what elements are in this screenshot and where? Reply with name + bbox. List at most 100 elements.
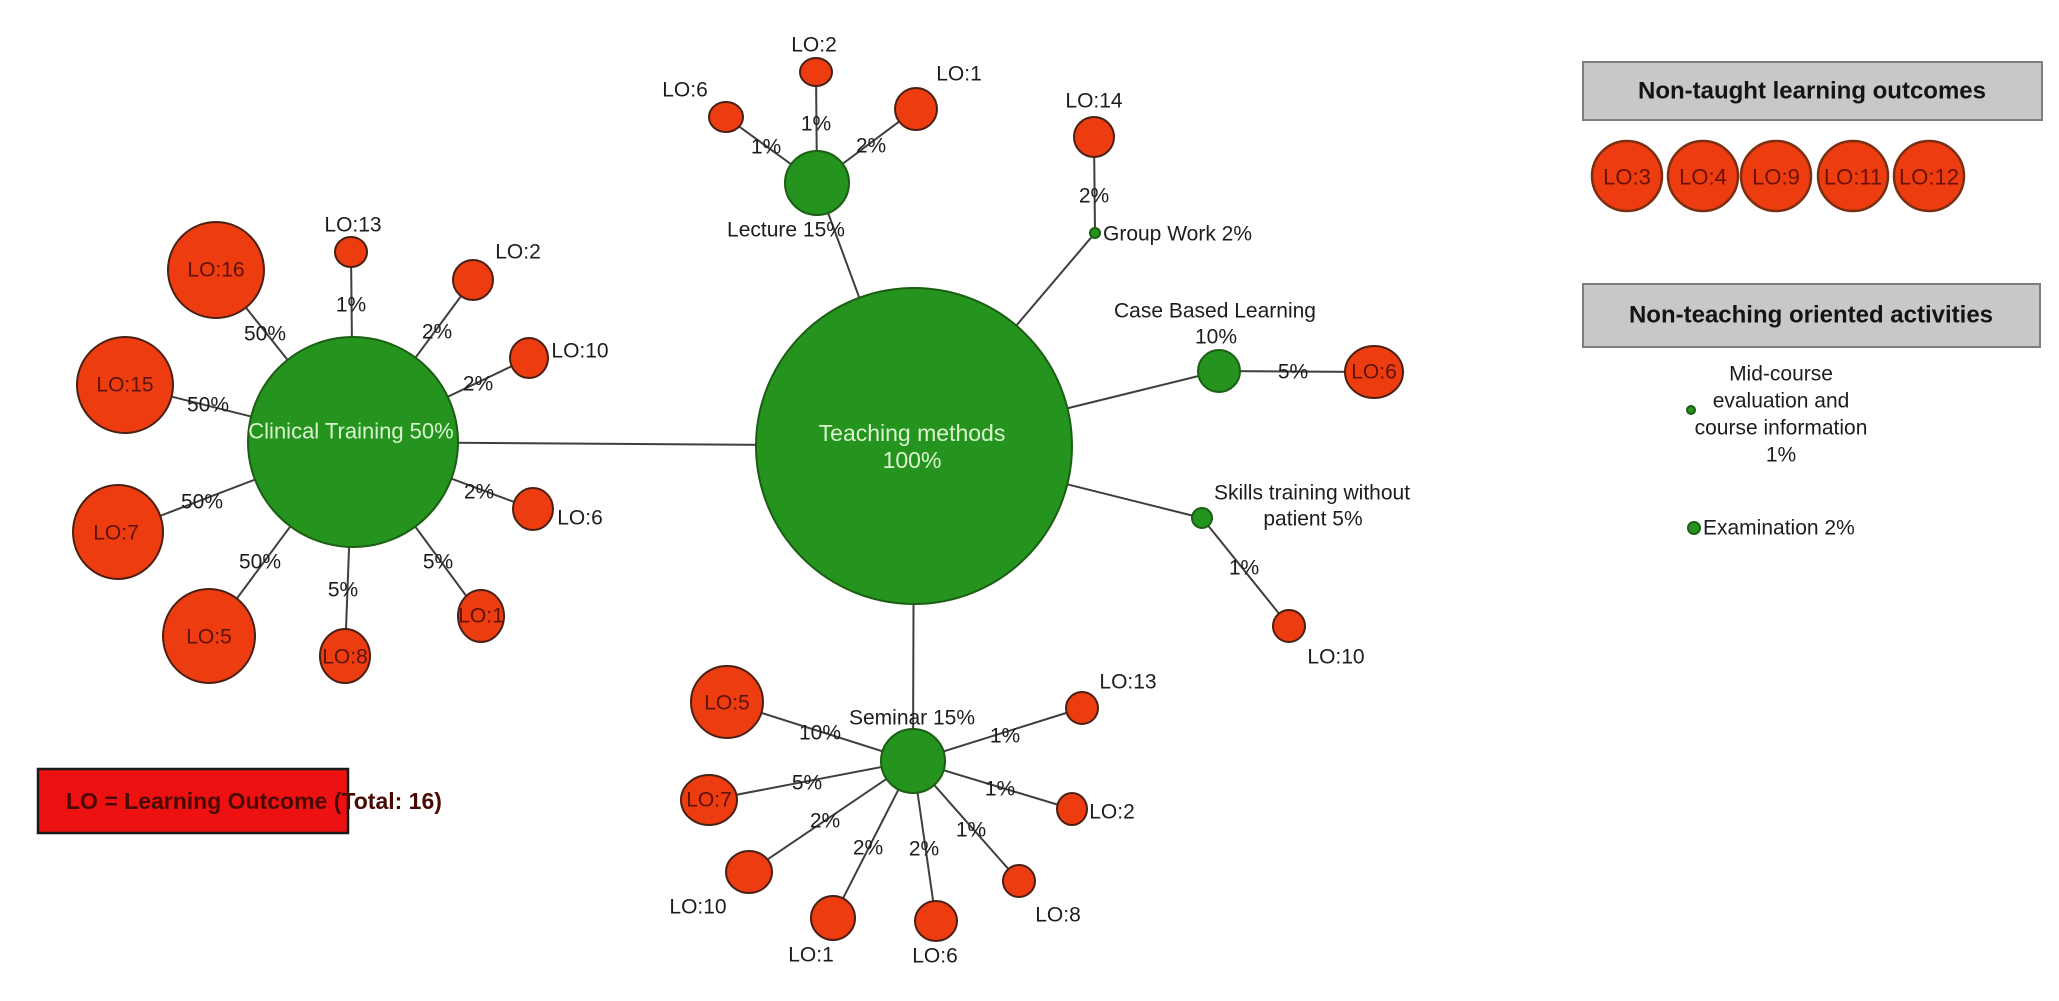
lecture-label: Lecture 15% <box>727 219 845 242</box>
legend: LO = Learning Outcome (Total: 16) <box>36 767 442 835</box>
node-labels: Teaching methods 100% Clinical Training … <box>248 219 1410 730</box>
lecture-lo1-pct: 2% <box>856 135 886 158</box>
node-seminar-lo5 <box>690 665 764 739</box>
node-case-based-learning <box>1197 349 1241 393</box>
seminar-lo5-label: LO:5 <box>704 692 750 715</box>
clinical-lo1-pct: 5% <box>423 551 453 574</box>
nontaught-lo9-label: LO:9 <box>1752 165 1800 190</box>
clinical-training-label: Clinical Training 50% <box>248 419 453 444</box>
node-groupwork-lo14 <box>1073 116 1115 158</box>
node-seminar-lo13 <box>1065 691 1099 725</box>
node-clinical-lo13 <box>334 236 368 268</box>
clinical-lo2-pct: 2% <box>422 321 452 344</box>
clinical-lo6-label: LO:6 <box>557 507 603 530</box>
clinical-lo16-label: LO:16 <box>187 259 244 282</box>
casebased-lo6-pct: 5% <box>1278 361 1308 384</box>
node-clinical-lo15 <box>76 336 174 434</box>
node-nontaught-lo3 <box>1590 139 1664 213</box>
groupwork-lo14-pct: 2% <box>1079 185 1109 208</box>
clinical-lo8-pct: 5% <box>328 579 358 602</box>
seminar-outcome-labels: LO:5 LO:7 LO:10 LO:1 LO:6 LO:8 LO:2 LO:1… <box>669 671 1156 968</box>
node-nontaught-lo4 <box>1666 139 1740 213</box>
non-teaching-header-box <box>1582 283 2041 348</box>
nontaught-lo11-label: LO:11 <box>1824 165 1882 190</box>
lecture-lo6-pct: 1% <box>751 136 781 159</box>
skills-label-line1: Skills training without <box>1214 482 1410 505</box>
clinical-lo6-pct: 2% <box>464 481 494 504</box>
node-group-work-dot <box>1089 227 1101 239</box>
seminar-label: Seminar 15% <box>849 707 975 730</box>
node-examination-dot <box>1687 521 1701 535</box>
clinical-lo1-label: LO:1 <box>458 605 504 628</box>
midcourse-label-line3: course information <box>1695 417 1868 440</box>
clinical-lo13-pct: 1% <box>336 294 366 317</box>
case-based-pct: 10% <box>1195 326 1237 349</box>
seminar-lo1-label: LO:1 <box>788 944 834 967</box>
clinical-outcome-labels: LO:16 LO:13 LO:2 LO:10 LO:6 LO:1 LO:8 LO… <box>93 214 608 669</box>
node-nontaught-lo11 <box>1816 139 1890 213</box>
seminar-lo7-pct: 5% <box>792 772 822 795</box>
examination-label: Examination 2% <box>1703 517 1855 540</box>
seminar-lo8-label: LO:8 <box>1035 904 1081 927</box>
edge-seminar-lo7 <box>708 760 914 801</box>
nontaught-lo3-label: LO:3 <box>1603 165 1651 190</box>
node-clinical-lo1 <box>457 589 505 643</box>
node-seminar-lo7 <box>680 774 738 826</box>
seminar-lo10-label: LO:10 <box>669 896 726 919</box>
seminar-lo8-pct: 1% <box>956 819 986 842</box>
skills-lo10-pct: 1% <box>1229 557 1259 580</box>
node-lecture <box>784 150 850 216</box>
node-seminar-lo6 <box>914 900 958 942</box>
seminar-lo13-label: LO:13 <box>1099 671 1156 694</box>
seminar-lo2-label: LO:2 <box>1089 801 1135 824</box>
node-clinical-training <box>247 336 459 548</box>
clinical-lo15-label: LO:15 <box>96 374 153 397</box>
node-skills-lo10 <box>1272 609 1306 643</box>
group-work-label: Group Work 2% <box>1103 223 1252 246</box>
seminar-lo6-label: LO:6 <box>912 945 958 968</box>
clinical-lo7-pct: 50% <box>181 491 223 514</box>
legend-box <box>36 767 350 835</box>
teaching-methods-label: Teaching methods <box>819 420 1006 446</box>
non-taught-header-title: Non-taught learning outcomes <box>1638 78 1986 105</box>
nontaught-lo4-label: LO:4 <box>1679 165 1727 190</box>
right-panel: Non-taught learning outcomes LO:3 LO:4 L… <box>1582 61 2043 540</box>
clinical-lo8-label: LO:8 <box>322 646 368 669</box>
node-midcourse-dot <box>1686 405 1696 415</box>
clinical-lo5-label: LO:5 <box>186 626 232 649</box>
lecture-lo1-label: LO:1 <box>936 63 982 86</box>
seminar-lo7-label: LO:7 <box>686 789 732 812</box>
clinical-lo5-pct: 50% <box>239 551 281 574</box>
midcourse-label-line4: 1% <box>1766 444 1796 467</box>
clinical-lo13-label: LO:13 <box>324 214 381 237</box>
clinical-lo10-pct: 2% <box>463 373 493 396</box>
outcome-nodes <box>72 57 1404 942</box>
clinical-lo16-pct: 50% <box>244 323 286 346</box>
node-lecture-lo2 <box>799 57 833 87</box>
method-nodes <box>247 150 1241 794</box>
legend-label: LO = Learning Outcome (Total: 16) <box>66 788 442 814</box>
casebased-lo6-label: LO:6 <box>1351 361 1397 384</box>
clinical-lo15-pct: 50% <box>187 394 229 417</box>
node-clinical-lo7 <box>72 484 164 580</box>
midcourse-label-line2: evaluation and <box>1713 390 1850 413</box>
edge-seminar-lo10 <box>748 760 914 873</box>
node-seminar-lo2 <box>1056 792 1088 826</box>
lecture-lo2-label: LO:2 <box>791 34 837 57</box>
node-clinical-lo8 <box>319 628 371 684</box>
skills-lo10-label: LO:10 <box>1307 646 1364 669</box>
clinical-lo2-label: LO:2 <box>495 241 541 264</box>
lecture-lo6-label: LO:6 <box>662 79 708 102</box>
groupwork-lo14-label: LO:14 <box>1065 90 1123 113</box>
node-nontaught-lo12 <box>1892 139 1966 213</box>
node-seminar-lo10 <box>725 850 773 894</box>
clinical-lo7-label: LO:7 <box>93 522 139 545</box>
node-seminar <box>880 728 946 794</box>
clinical-lo10-label: LO:10 <box>551 340 608 363</box>
nontaught-lo12-label: LO:12 <box>1899 165 1959 190</box>
node-casebased-lo6 <box>1344 345 1404 399</box>
case-based-label: Case Based Learning <box>1114 300 1316 323</box>
seminar-lo1-pct: 2% <box>853 837 883 860</box>
node-skills-training-dot <box>1191 507 1213 529</box>
